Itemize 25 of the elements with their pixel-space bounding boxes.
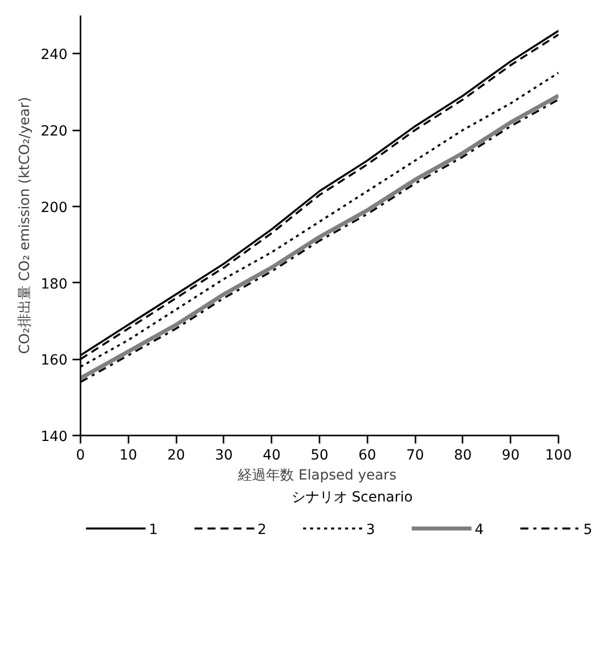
x-axis-title: 経過年数 Elapsed years xyxy=(237,468,396,484)
y-tick-label: 140 xyxy=(40,429,68,445)
x-tick-label: 10 xyxy=(119,448,138,464)
x-tick-label: 40 xyxy=(262,448,281,464)
legend-label: 5 xyxy=(583,522,592,538)
y-tick-label: 160 xyxy=(40,352,68,369)
y-axis-title: CO₂排出量 CO₂ emission (ktCO₂/year) xyxy=(16,96,33,354)
x-tick-label: 50 xyxy=(310,448,328,464)
legend-label: 3 xyxy=(366,522,376,538)
x-tick-label: 60 xyxy=(358,448,376,464)
y-tick-label: 180 xyxy=(40,276,68,292)
x-tick-label: 30 xyxy=(214,448,233,464)
y-tick-label: 200 xyxy=(40,200,68,216)
y-tick-label: 220 xyxy=(40,124,68,140)
legend-label: 1 xyxy=(148,522,158,538)
x-tick-label: 0 xyxy=(76,448,85,464)
x-tick-label: 20 xyxy=(167,448,186,464)
legend-label: 2 xyxy=(258,522,266,538)
x-tick-label: 90 xyxy=(502,448,520,464)
x-tick-label: 80 xyxy=(454,448,472,464)
legend-title: シナリオ Scenario xyxy=(291,489,413,506)
legend-label: 4 xyxy=(474,522,484,538)
x-tick-label: 70 xyxy=(406,448,424,464)
x-tick-label: 100 xyxy=(545,448,572,464)
y-tick-label: 240 xyxy=(40,47,68,64)
